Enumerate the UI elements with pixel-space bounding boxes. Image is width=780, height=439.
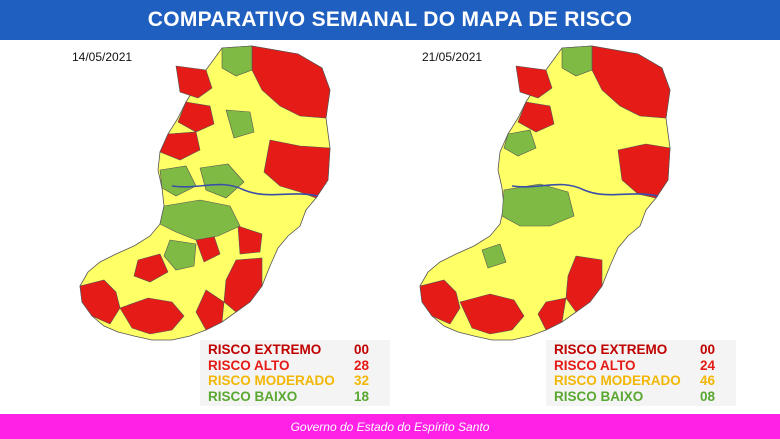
region-high bbox=[177, 101, 215, 133]
region-high bbox=[263, 139, 331, 199]
region-low bbox=[199, 163, 245, 199]
legend-row-extreme: RISCO EXTREMO 00 bbox=[208, 342, 382, 358]
region-high bbox=[617, 143, 671, 199]
region-high bbox=[159, 131, 201, 161]
region-low bbox=[163, 239, 197, 271]
region-high bbox=[223, 257, 263, 313]
risk-map-espirito-santo bbox=[79, 45, 331, 341]
map-panel-week-2: 21/05/2021 RISCO EXTREMO 00 RISCO ALTO 2… bbox=[390, 40, 780, 412]
legend-label: RISCO BAIXO bbox=[208, 388, 298, 404]
region-high bbox=[175, 65, 213, 99]
region-high bbox=[517, 101, 555, 133]
region-low bbox=[225, 109, 255, 139]
legend-count: 00 bbox=[700, 342, 716, 358]
legend-count: 00 bbox=[354, 342, 370, 358]
region-low bbox=[221, 45, 253, 77]
legend-count: 24 bbox=[700, 357, 716, 373]
map-panel-week-1: 14/05/2021 RISCO EXTREMO 00 RISCO ALTO 2… bbox=[0, 40, 390, 412]
legend-label: RISCO ALTO bbox=[208, 357, 290, 373]
region-high bbox=[591, 45, 671, 119]
region-high bbox=[459, 293, 525, 335]
legend-label: RISCO BAIXO bbox=[554, 388, 644, 404]
legend-row-high: RISCO ALTO 28 bbox=[208, 358, 382, 374]
map-date: 21/05/2021 bbox=[422, 50, 483, 64]
legend-label: RISCO MODERADO bbox=[208, 373, 335, 389]
region-high bbox=[195, 289, 225, 331]
river-line bbox=[171, 183, 319, 197]
legend-label: RISCO EXTREMO bbox=[208, 342, 322, 358]
legend-label: RISCO EXTREMO bbox=[554, 342, 668, 358]
region-high bbox=[133, 253, 169, 283]
region-high bbox=[419, 279, 461, 325]
legend-row-moderate: RISCO MODERADO 46 bbox=[554, 373, 728, 389]
region-low bbox=[481, 243, 507, 269]
region-high bbox=[237, 225, 263, 255]
risk-map-espirito-santo bbox=[419, 45, 671, 341]
legend-count: 32 bbox=[354, 373, 370, 389]
footer-credit: Governo do Estado do Espírito Santo bbox=[290, 419, 490, 434]
legend-row-high: RISCO ALTO 24 bbox=[554, 358, 728, 374]
legend-count: 46 bbox=[700, 373, 716, 389]
risk-legend: RISCO EXTREMO 00 RISCO ALTO 28 RISCO MOD… bbox=[200, 340, 390, 406]
region-high bbox=[537, 297, 567, 331]
title-banner: COMPARATIVO SEMANAL DO MAPA DE RISCO bbox=[0, 0, 780, 40]
region-high bbox=[515, 65, 553, 99]
page-title: COMPARATIVO SEMANAL DO MAPA DE RISCO bbox=[147, 8, 633, 31]
legend-label: RISCO ALTO bbox=[554, 357, 636, 373]
legend-count: 08 bbox=[700, 388, 716, 404]
region-high bbox=[251, 45, 331, 119]
legend-count: 18 bbox=[354, 388, 370, 404]
region-high bbox=[79, 279, 121, 325]
legend-row-moderate: RISCO MODERADO 32 bbox=[208, 373, 382, 389]
legend-row-low: RISCO BAIXO 18 bbox=[208, 389, 382, 405]
region-high bbox=[565, 255, 603, 313]
region-low bbox=[159, 199, 241, 241]
legend-label: RISCO MODERADO bbox=[554, 373, 681, 389]
region-low bbox=[561, 45, 593, 77]
footer-banner: Governo do Estado do Espírito Santo bbox=[0, 414, 780, 439]
river-line bbox=[511, 183, 659, 197]
legend-count: 28 bbox=[354, 357, 370, 373]
legend-row-low: RISCO BAIXO 08 bbox=[554, 389, 728, 405]
region-low bbox=[503, 129, 537, 157]
risk-legend: RISCO EXTREMO 00 RISCO ALTO 24 RISCO MOD… bbox=[546, 340, 736, 406]
region-high bbox=[119, 297, 185, 335]
map-date: 14/05/2021 bbox=[72, 50, 133, 64]
region-low bbox=[159, 165, 197, 197]
legend-row-extreme: RISCO EXTREMO 00 bbox=[554, 342, 728, 358]
